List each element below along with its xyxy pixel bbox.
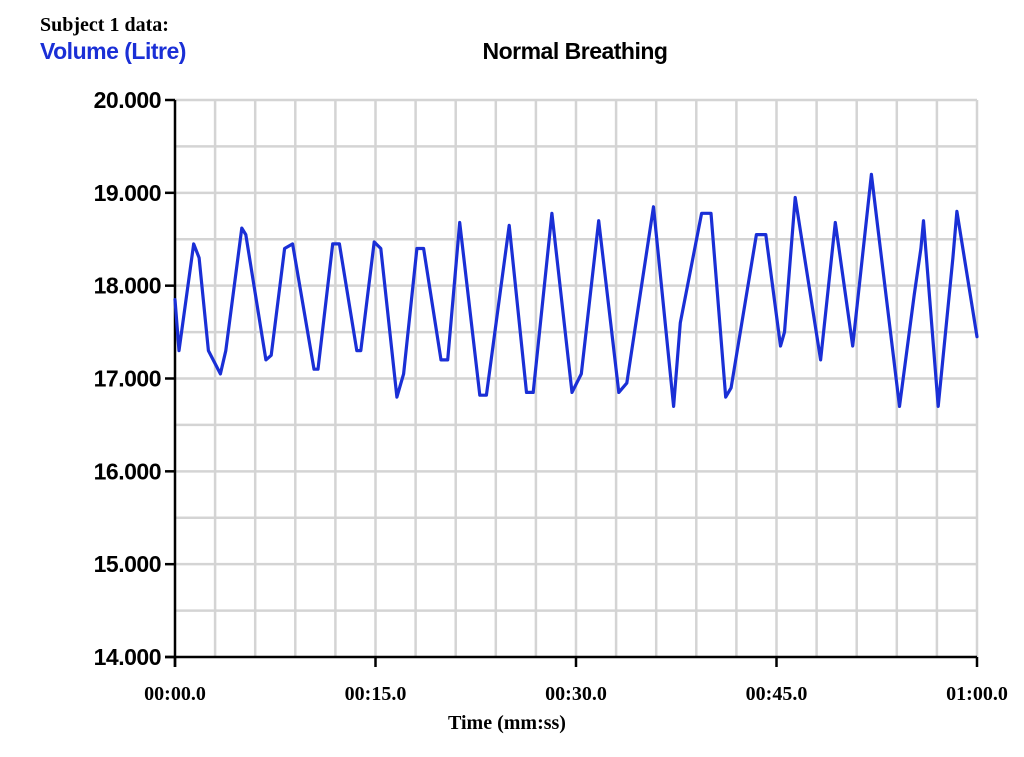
x-tick-label: 01:00.0 [946,683,1008,705]
y-tick-label: 16.000 [94,458,161,484]
x-axis-label: Time (mm:ss) [448,712,566,734]
y-axis-label: Volume (Litre) [40,38,186,64]
y-tick-label: 17.000 [94,366,161,392]
ticks: 14.000 15.000 16.000 17.000 18.000 19.000 20.0… [94,87,1008,705]
x-tick-label: 00:45.0 [746,683,808,705]
x-tick-label: 00:30.0 [545,683,607,705]
y-tick-label: 20.000 [94,87,161,113]
series-group [173,172,979,408]
chart-title: Normal Breathing [482,38,668,64]
series-line-volume [173,172,979,408]
subject-heading: Subject 1 data: [40,14,169,36]
grid [175,98,979,657]
y-tick-label: 14.000 [94,644,161,670]
y-tick-label: 18.000 [94,273,161,299]
x-tick-label: 00:00.0 [144,683,206,705]
axes [165,100,977,667]
y-tick-label: 15.000 [94,551,161,577]
x-tick-label: 00:15.0 [345,683,407,705]
y-tick-label: 19.000 [94,180,161,206]
